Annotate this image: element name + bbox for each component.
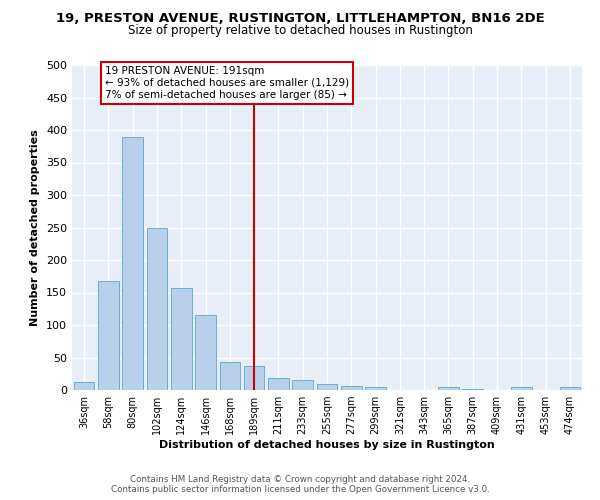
Bar: [317, 384, 337, 390]
Text: Size of property relative to detached houses in Rustington: Size of property relative to detached ho…: [128, 24, 472, 37]
Bar: [122, 136, 143, 390]
Bar: [244, 366, 265, 390]
Bar: [560, 388, 580, 390]
Bar: [365, 387, 386, 390]
Text: 19, PRESTON AVENUE, RUSTINGTON, LITTLEHAMPTON, BN16 2DE: 19, PRESTON AVENUE, RUSTINGTON, LITTLEHA…: [56, 12, 544, 26]
Bar: [195, 316, 216, 390]
Bar: [438, 388, 459, 390]
Bar: [98, 282, 119, 390]
Text: Contains public sector information licensed under the Open Government Licence v3: Contains public sector information licen…: [110, 485, 490, 494]
Bar: [511, 388, 532, 390]
X-axis label: Distribution of detached houses by size in Rustington: Distribution of detached houses by size …: [159, 440, 495, 450]
Bar: [341, 386, 362, 390]
Bar: [220, 362, 240, 390]
Bar: [146, 228, 167, 390]
Y-axis label: Number of detached properties: Number of detached properties: [31, 129, 40, 326]
Text: 19 PRESTON AVENUE: 191sqm
← 93% of detached houses are smaller (1,129)
7% of sem: 19 PRESTON AVENUE: 191sqm ← 93% of detac…: [105, 66, 349, 100]
Bar: [268, 378, 289, 390]
Text: Contains HM Land Registry data © Crown copyright and database right 2024.: Contains HM Land Registry data © Crown c…: [130, 475, 470, 484]
Bar: [171, 288, 191, 390]
Bar: [74, 382, 94, 390]
Bar: [292, 380, 313, 390]
